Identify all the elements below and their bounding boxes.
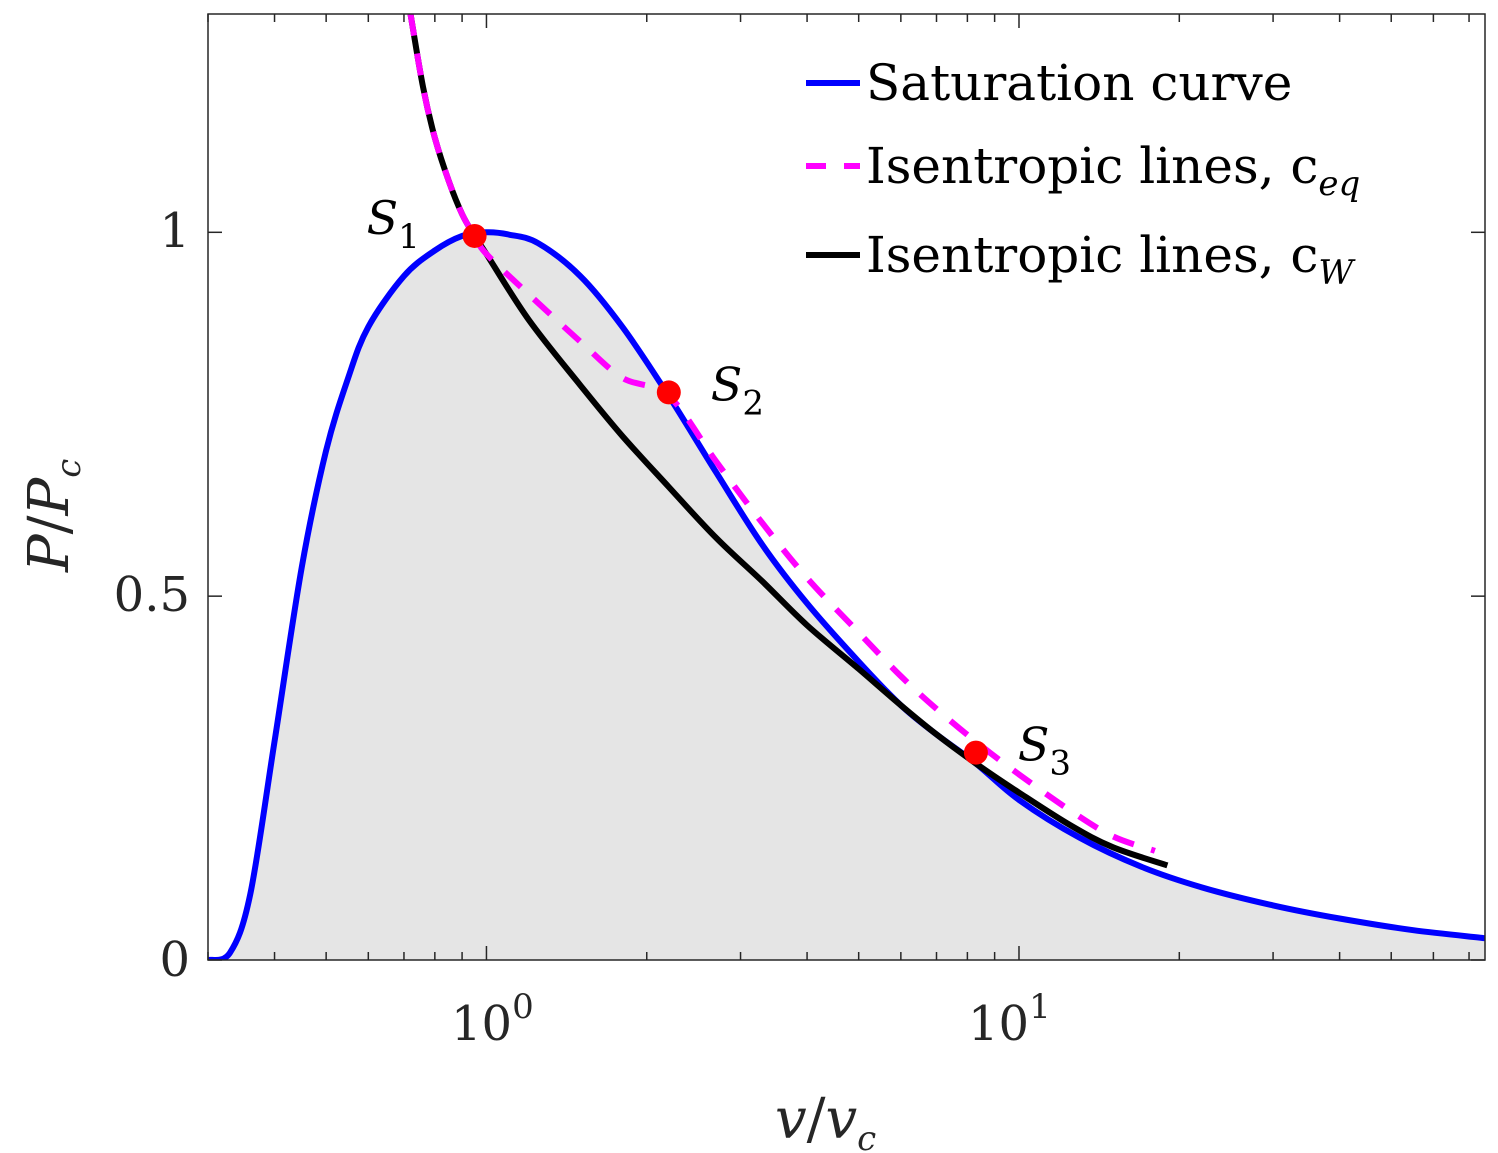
state-point-s1 xyxy=(462,223,487,248)
series-cw-line xyxy=(407,14,1169,869)
vapor-dome-fill xyxy=(208,232,1485,960)
x-tick-label-1e1: 101 xyxy=(968,987,1051,1052)
x-axis-label: v/vc xyxy=(775,1087,876,1153)
vapor-dome-fill-layer xyxy=(208,232,1485,960)
tick-layer xyxy=(207,14,1485,961)
state-point-label-1: S1 xyxy=(367,191,420,257)
y-tick-label-0-5: 0.5 xyxy=(114,567,190,623)
series-sat-line xyxy=(208,229,1485,960)
legend: Saturation curve Isentropic lines, ceq I… xyxy=(806,54,1360,293)
series-layer xyxy=(208,14,1485,960)
y-axis-label: P/Pc xyxy=(17,459,89,573)
x-tick-label-1e0: 100 xyxy=(451,987,534,1052)
y-tick-label-1: 1 xyxy=(159,203,190,259)
y-tick-label-0: 0 xyxy=(159,932,190,988)
series-ceq-line xyxy=(407,14,1156,854)
state-point-label-2: S2 xyxy=(711,357,764,423)
legend-label-cw: Isentropic lines, cW xyxy=(866,226,1356,293)
legend-label-saturation: Saturation curve xyxy=(866,54,1292,112)
state-point-s3 xyxy=(963,740,988,765)
plot-frame xyxy=(207,13,1486,961)
state-point-label-3: S3 xyxy=(1018,718,1071,784)
legend-label-ceq: Isentropic lines, ceq xyxy=(866,137,1360,204)
points-layer: S1 S2 S3 xyxy=(367,191,1071,784)
state-point-s2 xyxy=(656,380,681,405)
